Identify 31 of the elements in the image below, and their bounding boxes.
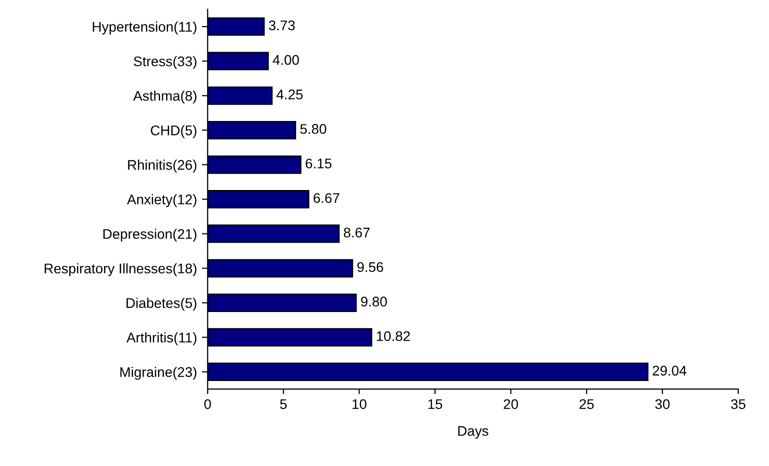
x-tick-label: 20: [504, 399, 518, 410]
y-tick-label: Migraine(23): [120, 366, 196, 380]
y-tick-label: Respiratory Illnesses(18): [44, 263, 196, 276]
x-tick-label: 0: [204, 399, 211, 410]
data-label: 3.73: [268, 20, 295, 30]
data-label: 8.67: [344, 228, 370, 238]
data-label: 5.80: [300, 124, 326, 134]
data-label: 6.67: [314, 193, 340, 203]
y-tick-label: Rhinitis(26): [128, 160, 196, 173]
x-tick-label: 35: [731, 399, 746, 410]
y-tick-label: Diabetes(5): [126, 298, 196, 311]
data-label: 4.25: [276, 90, 303, 100]
y-tick-label: CHD(5): [150, 125, 196, 138]
data-label: 10.82: [376, 331, 410, 342]
y-tick-label: Stress(33): [134, 56, 196, 70]
y-tick-label: Depression(21): [103, 228, 196, 242]
y-tick-label: Anxiety(12): [127, 194, 196, 208]
data-label: 9.56: [357, 262, 384, 272]
x-tick-label: 25: [580, 399, 594, 410]
data-label: 6.15: [306, 158, 332, 168]
data-label: 29.04: [652, 366, 686, 376]
x-tick-label: 30: [655, 399, 670, 410]
x-tick-label: 10: [352, 399, 366, 410]
y-tick-label: Arthritis(11): [126, 332, 196, 346]
y-tick-label: Asthma(8): [133, 90, 196, 104]
x-axis-title: Days: [458, 426, 488, 439]
x-tick-label: 5: [280, 399, 287, 410]
y-tick-label: Hypertension(11): [92, 22, 196, 34]
data-label: 4.00: [272, 55, 299, 65]
x-tick-label: 15: [428, 399, 442, 410]
data-label: 9.80: [361, 296, 387, 307]
